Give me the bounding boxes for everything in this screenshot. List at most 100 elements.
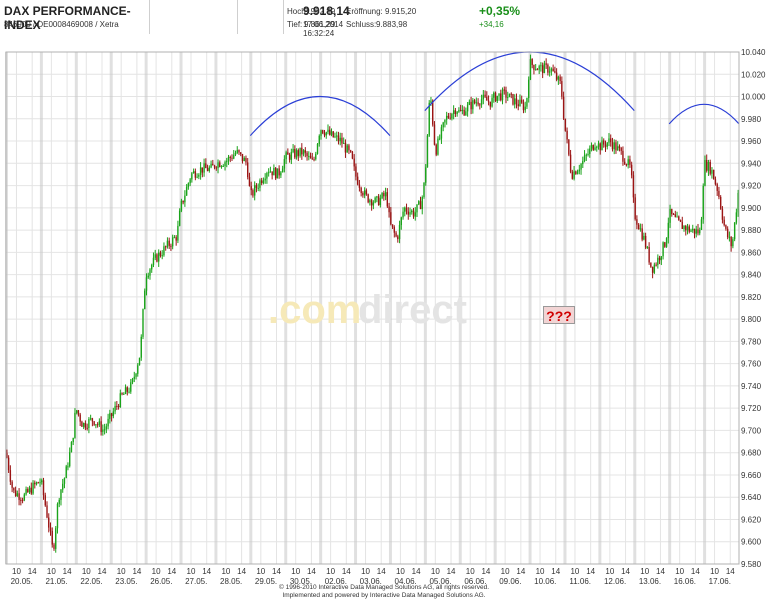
candle-body — [712, 169, 715, 180]
candle-body — [339, 137, 341, 142]
candle-body — [79, 414, 81, 422]
candle-body — [295, 150, 298, 158]
candle-body — [650, 262, 652, 267]
x-intraday-label: 14 — [132, 567, 141, 576]
candle-body — [72, 437, 74, 443]
candle-body — [20, 499, 22, 501]
y-tick-label: 9.600 — [741, 538, 762, 547]
x-date-label: 02.06. — [325, 577, 347, 584]
candle-body — [379, 198, 382, 206]
candle-body — [683, 225, 685, 229]
open-label: Eröffnung: — [346, 7, 383, 16]
footer-powered-by: Implemented and powered by Interactive D… — [282, 591, 486, 599]
candle-body — [508, 93, 511, 98]
x-date-label: 20.05. — [11, 577, 33, 584]
y-tick-label: 9.800 — [741, 315, 762, 324]
candle-body — [234, 152, 237, 155]
candle-body — [430, 100, 432, 103]
candle-body — [472, 100, 474, 110]
candle-body — [505, 89, 507, 98]
candle-body — [343, 142, 345, 144]
candle-body — [208, 167, 211, 171]
header-title-cell: DAX PERFORMANCE-INDEX 846900 / DE0008469… — [0, 0, 150, 34]
candle-body — [704, 159, 706, 186]
candle-body — [184, 195, 186, 203]
candle-body — [590, 145, 593, 149]
candle-body — [646, 247, 649, 249]
candle-body — [93, 421, 95, 425]
candle-body — [60, 489, 62, 500]
candle-body — [105, 426, 108, 430]
candle-body — [351, 151, 354, 159]
x-intraday-label: 14 — [342, 567, 351, 576]
x-intraday-label: 10 — [326, 567, 335, 576]
candle-body — [84, 423, 87, 428]
candle-body — [388, 206, 390, 213]
candle-body — [425, 167, 427, 183]
candle-body — [634, 197, 636, 220]
candle-body — [358, 184, 361, 188]
candle-body — [53, 544, 55, 549]
candle-body — [89, 418, 92, 420]
x-date-label: 29.05. — [255, 577, 277, 584]
candle-body — [220, 165, 223, 167]
candle-body — [323, 133, 326, 136]
candle-body — [100, 421, 102, 432]
candle-body — [21, 500, 24, 502]
candle-body — [398, 224, 401, 240]
candle-body — [685, 225, 687, 231]
candle-body — [510, 93, 512, 95]
candle-body — [498, 93, 500, 96]
candle-body — [627, 159, 629, 166]
candle-body — [51, 530, 53, 545]
candle-body — [658, 257, 661, 261]
candle-body — [213, 165, 216, 168]
candle-body — [522, 102, 525, 111]
candle-body — [629, 159, 631, 165]
candle-body — [405, 207, 408, 212]
candle-body — [585, 154, 587, 156]
candle-body — [189, 179, 191, 184]
candle-body — [494, 92, 497, 102]
candle-body — [381, 193, 383, 199]
candle-body — [589, 148, 591, 154]
candle-body — [482, 94, 485, 100]
candle-body — [27, 489, 29, 493]
last-price: 9.918,14 — [303, 4, 350, 18]
candle-body — [273, 168, 275, 176]
x-intraday-label: 10 — [431, 567, 440, 576]
candle-body — [130, 382, 132, 392]
candle-body — [643, 235, 645, 240]
x-intraday-label: 10 — [536, 567, 545, 576]
candle-body — [119, 393, 122, 408]
y-tick-label: 9.620 — [741, 515, 762, 524]
candle-body — [686, 226, 689, 231]
candle-body — [630, 164, 633, 176]
candle-body — [397, 236, 399, 240]
candle-body — [714, 179, 717, 185]
candle-body — [315, 153, 317, 160]
x-intraday-label: 14 — [726, 567, 735, 576]
candle-body — [601, 140, 603, 151]
x-intraday-label: 10 — [466, 567, 475, 576]
y-tick-label: 9.940 — [741, 159, 762, 168]
candle-body — [311, 158, 313, 160]
candle-body — [435, 144, 437, 155]
candle-body — [131, 378, 134, 383]
candle-body — [725, 225, 727, 229]
candle-body — [503, 89, 505, 91]
candle-body — [711, 169, 713, 174]
x-date-label: 27.05. — [185, 577, 207, 584]
candle-body — [695, 229, 697, 234]
candle-body — [540, 65, 542, 67]
candle-body — [341, 137, 343, 144]
low-label: Tief: — [287, 20, 303, 29]
candle-body — [109, 413, 111, 419]
candle-body — [212, 163, 214, 166]
candle-body — [637, 224, 640, 230]
price-chart: .com direct 9.580 9.600 9.620 9.640 9.660 9.6… — [5, 48, 766, 584]
candle-body — [414, 212, 416, 217]
candle-body — [6, 452, 8, 458]
candle-body — [367, 194, 369, 203]
question-annotation: ??? — [543, 306, 575, 324]
